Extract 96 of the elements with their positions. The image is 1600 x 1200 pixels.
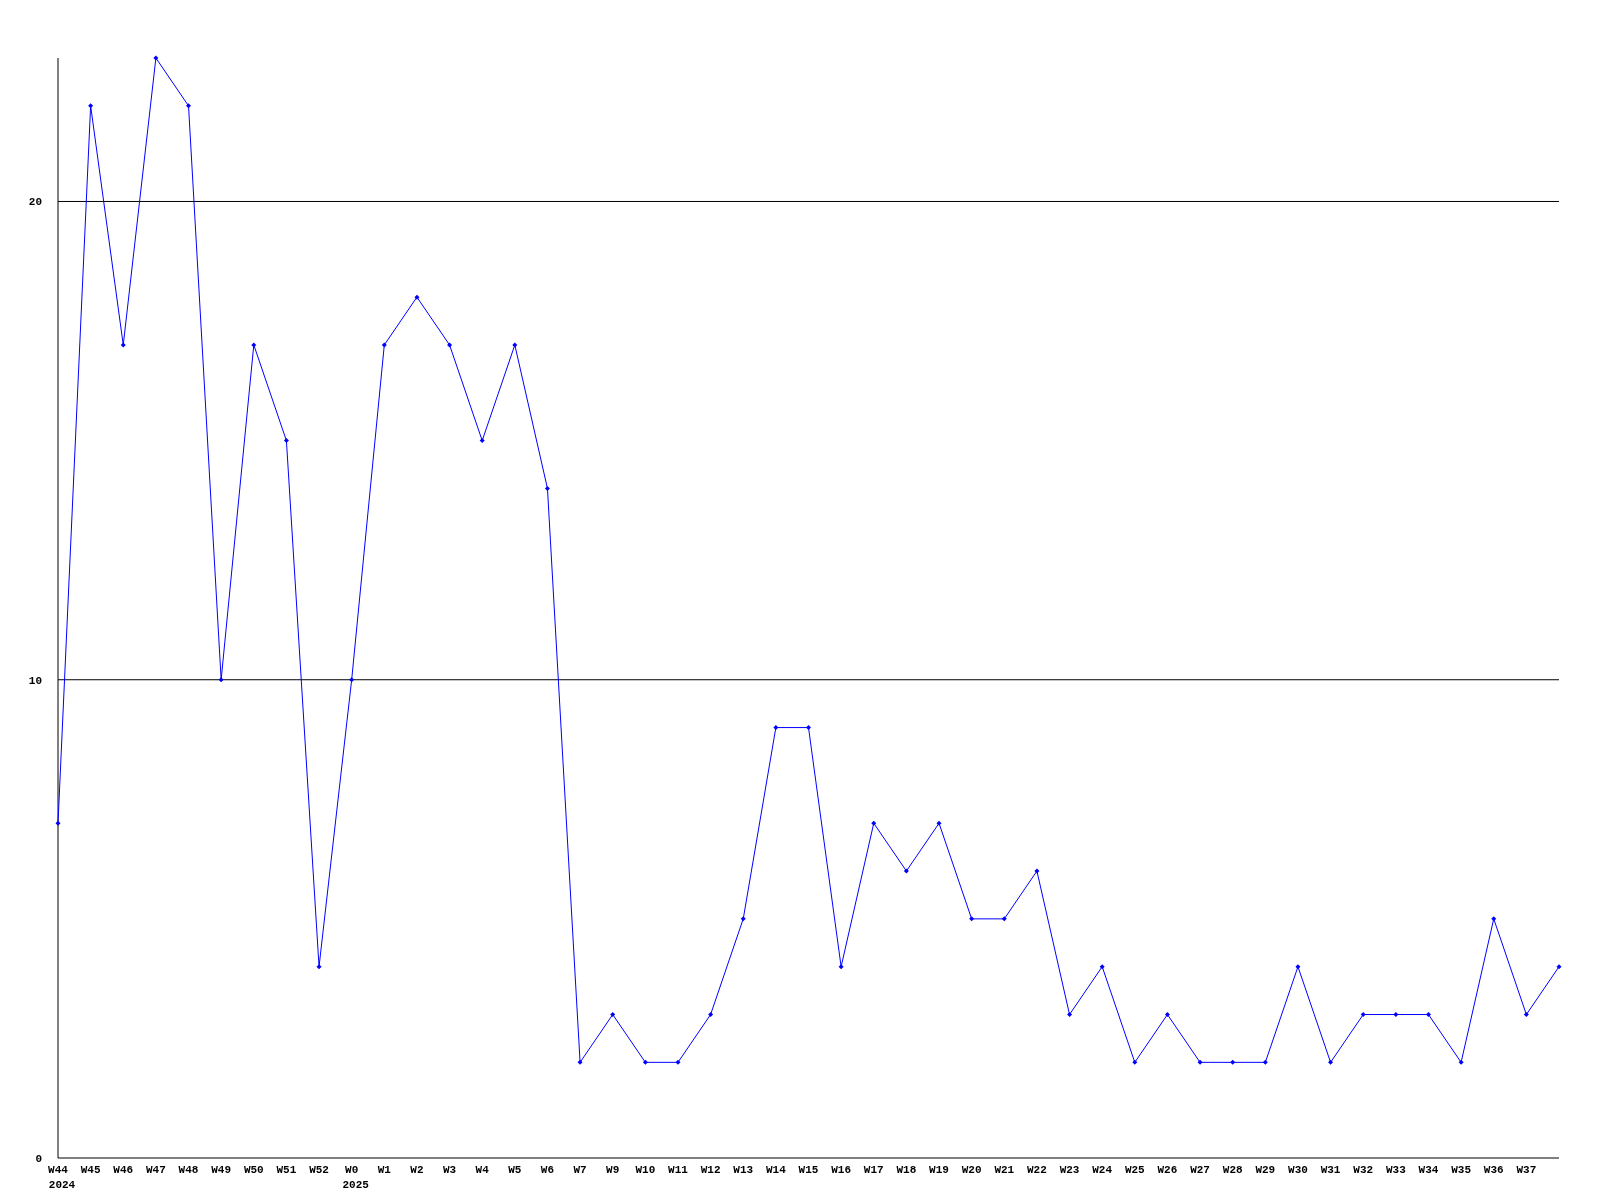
x-tick-label: W22	[1027, 1164, 1047, 1176]
x-tick-label: W6	[540, 1164, 555, 1176]
point	[544, 485, 550, 491]
x-tick-label: W7	[573, 1164, 587, 1176]
x-tick-label: W30	[1288, 1164, 1308, 1176]
point	[1556, 964, 1562, 970]
point	[218, 677, 224, 683]
point	[414, 294, 420, 300]
point	[1099, 964, 1105, 970]
x-tick-label: W25	[1124, 1164, 1146, 1176]
y-tick-label: 20	[28, 196, 42, 209]
x-tick-label: W50	[243, 1164, 264, 1176]
point	[1393, 1012, 1399, 1018]
point	[251, 342, 257, 348]
x-tick-label: W33	[1385, 1164, 1407, 1176]
y-tick-label: 0	[35, 1152, 42, 1165]
x-tick-label: W2	[410, 1164, 424, 1176]
x-tick-label: W35	[1451, 1164, 1472, 1176]
x-tick-label: W9	[606, 1164, 620, 1176]
point	[1491, 916, 1497, 922]
point	[773, 725, 779, 731]
point	[1295, 964, 1301, 970]
x-tick-label: W4	[475, 1164, 490, 1176]
point	[936, 820, 942, 826]
point	[577, 1059, 583, 1065]
point	[1230, 1059, 1236, 1065]
x-tick-label: W46	[113, 1164, 134, 1176]
y-tick-label: 10	[28, 674, 42, 687]
x-tick-label: W24	[1092, 1164, 1113, 1176]
x-tick-label: W47	[145, 1164, 166, 1176]
point	[55, 820, 61, 826]
x-tick-label: W15	[798, 1164, 819, 1176]
point	[120, 342, 126, 348]
x-tick-label: W28	[1222, 1164, 1243, 1176]
x-tick-label: W17	[863, 1164, 884, 1176]
x-tick-label: W49	[211, 1164, 232, 1176]
point	[1001, 916, 1007, 922]
x-tick-label: W11	[668, 1164, 689, 1176]
point	[186, 103, 192, 109]
point	[1132, 1059, 1138, 1065]
point	[1164, 1012, 1170, 1018]
x-tick-label: W5	[508, 1164, 522, 1176]
point	[479, 438, 485, 444]
point	[806, 725, 811, 731]
x-tick-label: W0 2025	[342, 1164, 370, 1191]
point	[283, 438, 289, 444]
x-tick-label: W20	[961, 1164, 982, 1176]
point	[708, 1012, 714, 1018]
point	[969, 916, 975, 922]
x-tick-label: W1	[377, 1164, 392, 1176]
x-tick-label: W21	[994, 1164, 1015, 1176]
point	[1328, 1059, 1334, 1065]
x-tick-label: W32	[1353, 1164, 1374, 1176]
x-tick-label: W31	[1320, 1164, 1341, 1176]
x-tick-label: W10	[635, 1164, 656, 1176]
x-tick-label: W26	[1157, 1164, 1178, 1176]
x-tick-label: W27	[1190, 1164, 1210, 1176]
x-tick-label: W52	[309, 1164, 329, 1176]
point	[740, 916, 746, 922]
x-tick-label: W37	[1516, 1164, 1537, 1176]
point	[871, 820, 877, 826]
x-tick-label: W29	[1255, 1164, 1276, 1176]
x-tick-label: W3	[442, 1164, 457, 1176]
x-tick-label: W51	[276, 1164, 297, 1176]
x-tick-label: W34	[1418, 1164, 1439, 1176]
x-tick-label: W18	[896, 1164, 917, 1176]
point	[1360, 1012, 1366, 1018]
x-tick-label: W45	[80, 1164, 101, 1176]
x-tick-label: W44 2024	[48, 1164, 76, 1191]
x-tick-label: W12	[700, 1164, 721, 1176]
point	[903, 868, 909, 874]
x-tick-label: W19	[929, 1164, 949, 1176]
x-tick-label: W48	[178, 1164, 199, 1176]
point	[642, 1059, 648, 1065]
point	[153, 55, 159, 61]
point	[1425, 1012, 1431, 1018]
point	[88, 103, 94, 109]
point	[447, 342, 453, 348]
point	[838, 964, 844, 970]
point	[1034, 868, 1040, 874]
x-tick-label: W13	[733, 1164, 754, 1176]
point	[316, 964, 322, 970]
point	[1458, 1059, 1464, 1065]
x-tick-label: W16	[831, 1164, 852, 1176]
point	[1262, 1059, 1268, 1065]
point	[512, 342, 518, 348]
point	[1523, 1012, 1529, 1018]
point	[381, 342, 387, 348]
point	[1197, 1059, 1203, 1065]
point	[675, 1059, 681, 1065]
point	[610, 1012, 616, 1018]
point	[1067, 1012, 1073, 1018]
x-tick-label: W14	[765, 1164, 787, 1176]
x-tick-label: W36	[1483, 1164, 1504, 1176]
x-tick-label: W23	[1059, 1164, 1080, 1176]
point	[349, 677, 355, 683]
